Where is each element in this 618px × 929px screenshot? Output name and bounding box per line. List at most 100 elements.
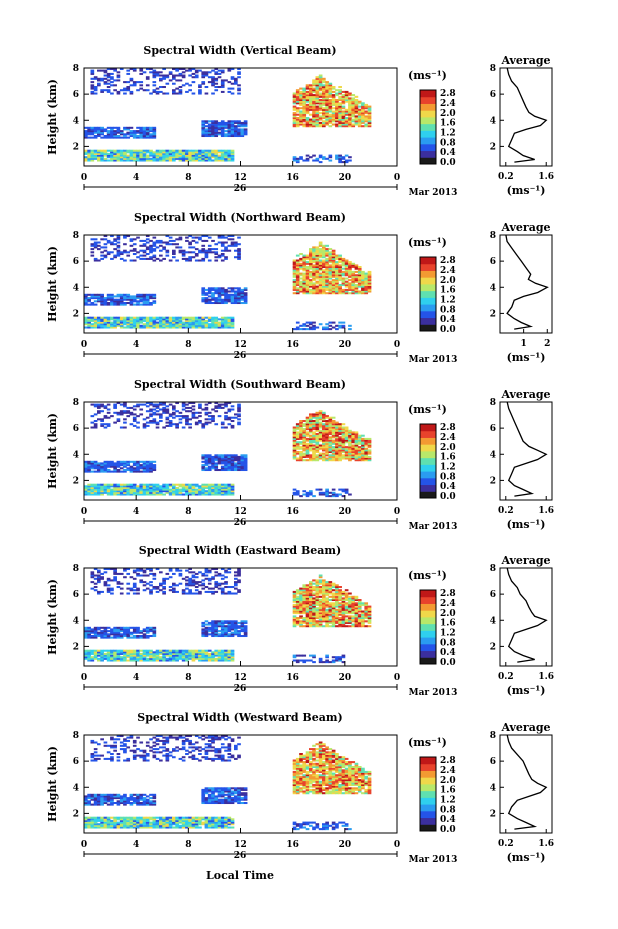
- heatmap-cell: [322, 113, 326, 116]
- heatmap-cell: [103, 460, 108, 463]
- heatmap-cell: [227, 423, 232, 426]
- heatmap-cell: [123, 405, 127, 408]
- heatmap-cell: [312, 284, 316, 287]
- heatmap-cell: [230, 154, 235, 157]
- heatmap-cell: [204, 631, 209, 634]
- heatmap-cell: [116, 321, 121, 324]
- heatmap-cell: [207, 292, 212, 295]
- heatmap-cell: [331, 446, 336, 449]
- heatmap-cell: [201, 82, 206, 85]
- heatmap-cell: [322, 326, 326, 329]
- heatmap-cell: [194, 324, 199, 327]
- heatmap-cell: [159, 413, 163, 416]
- heatmap-cell: [318, 87, 323, 90]
- heatmap-cell: [178, 323, 183, 326]
- heatmap-cell: [110, 592, 114, 595]
- heatmap-cell: [217, 584, 222, 587]
- heatmap-cell: [178, 411, 183, 414]
- heatmap-cell: [162, 92, 166, 95]
- heatmap-cell: [191, 654, 196, 657]
- heatmap-cell: [126, 87, 131, 90]
- heatmap-cell: [309, 439, 313, 442]
- heatmap-cell: [318, 84, 323, 87]
- heatmap-cell: [168, 651, 173, 654]
- heatmap-cell: [97, 324, 101, 327]
- heatmap-cell: [318, 411, 323, 414]
- heatmap-cell: [103, 654, 108, 657]
- heatmap-cell: [136, 654, 140, 657]
- heatmap-cell: [224, 123, 228, 126]
- heatmap-cell: [119, 403, 124, 406]
- heatmap-cell: [178, 483, 183, 486]
- heatmap-cell: [325, 84, 329, 87]
- heatmap-cell: [132, 628, 137, 631]
- heatmap-cell: [204, 293, 209, 296]
- heatmap-cell: [237, 408, 241, 411]
- heatmap-cell: [361, 452, 365, 455]
- heatmap-cell: [116, 316, 121, 319]
- heatmap-cell: [185, 149, 189, 152]
- heatmap-cell: [100, 490, 104, 493]
- heatmap-cell: [237, 123, 241, 126]
- heatmap-cell: [142, 297, 147, 300]
- heatmap-cell: [139, 659, 144, 662]
- heatmap-cell: [292, 442, 297, 445]
- heatmap-cell: [172, 239, 176, 242]
- heatmap-cell: [295, 459, 300, 462]
- heatmap-cell: [220, 135, 225, 138]
- heatmap-cell: [113, 411, 117, 414]
- heatmap-cell: [295, 95, 300, 98]
- heatmap-cell: [204, 251, 209, 254]
- heatmap-cell: [315, 92, 320, 95]
- heatmap-cell: [295, 264, 300, 267]
- heatmap-cell: [207, 411, 212, 414]
- heatmap-cell: [361, 441, 365, 444]
- heatmap-cell: [142, 239, 147, 242]
- heatmap-cell: [97, 659, 101, 662]
- heatmap-cell: [328, 87, 333, 90]
- heatmap-cell: [328, 156, 333, 159]
- heatmap-cell: [113, 324, 117, 327]
- heatmap-cell: [126, 324, 131, 327]
- heatmap-cell: [341, 444, 346, 447]
- heatmap-cell: [155, 241, 160, 244]
- heatmap-cell: [93, 244, 98, 247]
- heatmap-cell: [155, 485, 160, 488]
- heatmap-cell: [354, 120, 359, 123]
- heatmap-cell: [227, 318, 232, 321]
- heatmap-cell: [338, 455, 342, 458]
- heatmap-cell: [126, 659, 131, 662]
- heatmap-cell: [139, 157, 144, 160]
- heatmap-cell: [194, 241, 199, 244]
- heatmap-cell: [220, 81, 225, 84]
- heatmap-cell: [351, 110, 356, 113]
- heatmap-cell: [318, 488, 323, 491]
- heatmap-cell: [132, 424, 137, 427]
- heatmap-cell: [348, 287, 352, 290]
- heatmap-cell: [325, 92, 329, 95]
- heatmap-cell: [354, 451, 359, 454]
- heatmap-cell: [302, 442, 307, 445]
- heatmap-cell: [201, 248, 206, 251]
- heatmap-cell: [361, 110, 365, 113]
- heatmap-cell: [132, 626, 137, 629]
- colorbar-swatch: [420, 123, 436, 131]
- heatmap-cell: [351, 284, 356, 287]
- heatmap-cell: [357, 452, 362, 455]
- heatmap-cell: [351, 446, 356, 449]
- heatmap-cell: [220, 421, 225, 424]
- heatmap-cell: [116, 303, 121, 306]
- heatmap-cell: [299, 262, 303, 265]
- heatmap-cell: [129, 486, 134, 489]
- heatmap-cell: [227, 418, 232, 421]
- heatmap-cell: [220, 86, 225, 89]
- heatmap-cell: [142, 257, 147, 260]
- heatmap-cell: [204, 151, 209, 154]
- heatmap-cell: [175, 326, 179, 329]
- heatmap-cell: [331, 249, 336, 252]
- heatmap-cell: [220, 631, 225, 634]
- heatmap-cell: [220, 121, 225, 124]
- heatmap-cell: [295, 288, 300, 291]
- heatmap-cell: [185, 152, 189, 155]
- heatmap-cell: [172, 318, 176, 321]
